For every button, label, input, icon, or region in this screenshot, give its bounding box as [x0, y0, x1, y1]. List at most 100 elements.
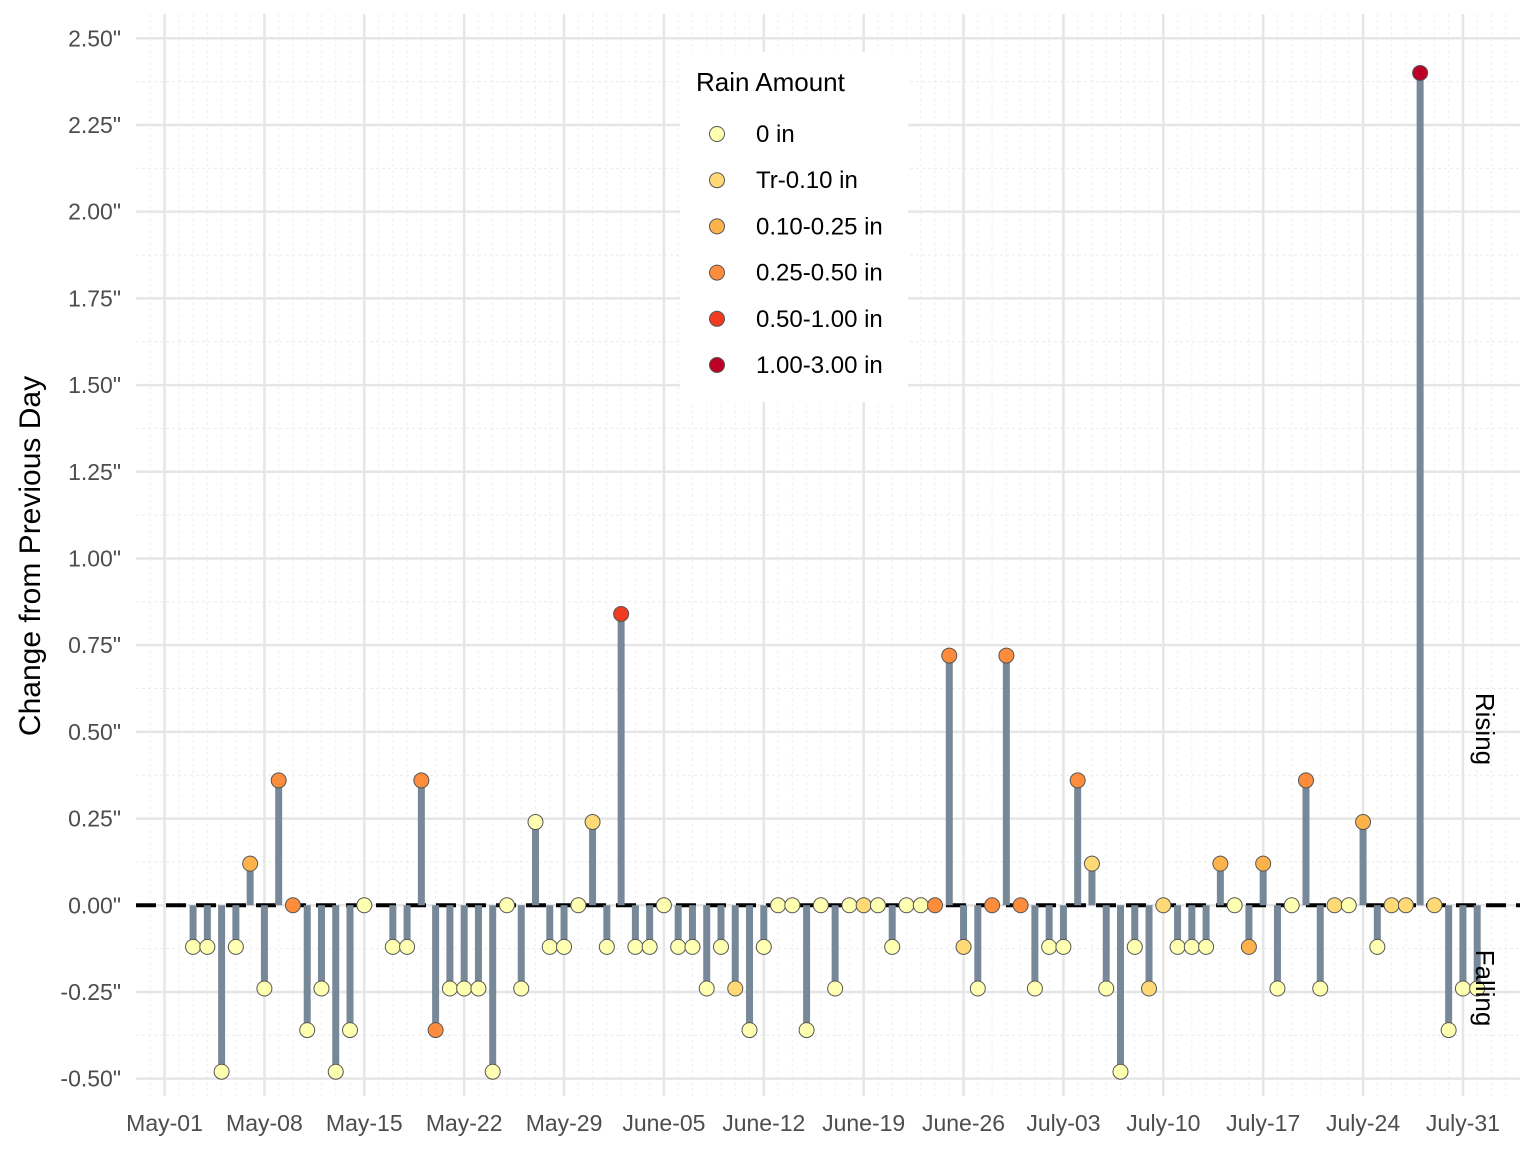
y-axis-label: Change from Previous Day	[14, 376, 47, 736]
falling-label: Falling	[1470, 950, 1500, 1027]
points	[185, 64, 1486, 1080]
data-point	[812, 897, 829, 914]
data-point	[770, 897, 787, 914]
y-tick-label: 1.50"	[68, 372, 121, 398]
data-point	[313, 980, 330, 997]
data-point	[1397, 897, 1414, 914]
data-point	[712, 938, 729, 955]
x-tick-label: June-19	[822, 1110, 905, 1136]
data-point	[798, 1022, 815, 1039]
data-point	[227, 938, 244, 955]
data-point	[1212, 855, 1229, 872]
x-tick-label: July-03	[1026, 1110, 1100, 1136]
data-point	[1012, 897, 1029, 914]
data-point	[270, 772, 287, 789]
y-axis-ticks: -0.50" -0.25" 0.00" 0.25" 0.50" 0.75" 1.00" 1.2…	[60, 25, 121, 1091]
data-point	[1155, 897, 1172, 914]
data-point	[456, 980, 473, 997]
data-point	[342, 1022, 359, 1039]
data-point	[556, 938, 573, 955]
x-tick-label: May-08	[226, 1110, 303, 1136]
data-point	[1355, 814, 1372, 831]
data-point	[470, 980, 487, 997]
data-point	[413, 772, 430, 789]
y-tick-label: -0.50"	[60, 1066, 121, 1092]
legend-label: 0.50-1.00 in	[756, 306, 883, 333]
legend-swatch	[709, 218, 725, 235]
data-point	[927, 897, 944, 914]
x-tick-label: July-24	[1326, 1110, 1400, 1136]
data-point	[1440, 1022, 1457, 1039]
data-point	[199, 938, 216, 955]
data-point	[584, 814, 601, 831]
data-point	[527, 814, 544, 831]
rising-label: Rising	[1470, 693, 1500, 765]
data-point	[855, 897, 872, 914]
x-tick-label: May-01	[126, 1110, 203, 1136]
data-point	[1041, 938, 1058, 955]
y-tick-label: 1.00"	[68, 545, 121, 571]
data-point	[1383, 897, 1400, 914]
data-point	[1369, 938, 1386, 955]
data-point	[256, 980, 273, 997]
legend-swatch	[709, 172, 725, 189]
data-point	[1226, 897, 1243, 914]
data-point	[998, 647, 1015, 664]
data-point	[1240, 938, 1257, 955]
x-axis-ticks: May-01 May-08 May-15 May-22 May-29 June-05 Jun…	[126, 1110, 1500, 1136]
data-point	[1112, 1063, 1129, 1080]
data-point	[1026, 980, 1043, 997]
data-point	[441, 980, 458, 997]
y-tick-label: 1.75"	[68, 285, 121, 311]
data-point	[513, 980, 530, 997]
legend-swatch	[709, 310, 725, 327]
y-tick-label: 1.25"	[68, 459, 121, 485]
data-point	[884, 938, 901, 955]
y-tick-label: 0.25"	[68, 806, 121, 832]
data-point	[898, 897, 915, 914]
data-point	[1169, 938, 1186, 955]
data-point	[598, 938, 615, 955]
data-point	[941, 647, 958, 664]
x-tick-label: July-17	[1226, 1110, 1300, 1136]
data-point	[655, 897, 672, 914]
legend-entries: 0 in Tr-0.10 in 0.10-0.25 in 0.25-0.50 in 0.…	[709, 121, 883, 379]
data-point	[1326, 897, 1343, 914]
data-point	[698, 980, 715, 997]
data-point	[1069, 772, 1086, 789]
data-point	[213, 1063, 230, 1080]
legend-swatch	[709, 126, 725, 142]
data-point	[1412, 64, 1429, 81]
data-point	[1469, 980, 1486, 997]
data-point	[827, 980, 844, 997]
y-tick-label: 2.00"	[68, 199, 121, 225]
data-point	[670, 938, 687, 955]
legend-title: Rain Amount	[696, 67, 846, 97]
data-point	[1269, 980, 1286, 997]
data-point	[399, 938, 416, 955]
data-point	[969, 980, 986, 997]
data-point	[955, 938, 972, 955]
y-tick-label: 0.50"	[68, 719, 121, 745]
data-point	[299, 1022, 316, 1039]
data-point	[755, 938, 772, 955]
data-point	[498, 897, 515, 914]
data-point	[242, 855, 259, 872]
data-point	[1083, 855, 1100, 872]
data-point	[641, 938, 658, 955]
data-point	[1283, 897, 1300, 914]
data-point	[356, 897, 373, 914]
data-point	[1141, 980, 1158, 997]
legend-label: 1.00-3.00 in	[756, 352, 883, 379]
data-point	[1098, 980, 1115, 997]
x-tick-label: July-31	[1426, 1110, 1500, 1136]
legend: Rain Amount 0 in Tr-0.10 in 0.10-0.25 in 0.…	[680, 52, 908, 402]
x-tick-label: July-10	[1126, 1110, 1200, 1136]
y-tick-label: 2.50"	[68, 25, 121, 51]
data-point	[570, 897, 587, 914]
data-point	[741, 1022, 758, 1039]
legend-swatch	[709, 357, 725, 373]
x-tick-label: June-26	[922, 1110, 1005, 1136]
data-point	[627, 938, 644, 955]
